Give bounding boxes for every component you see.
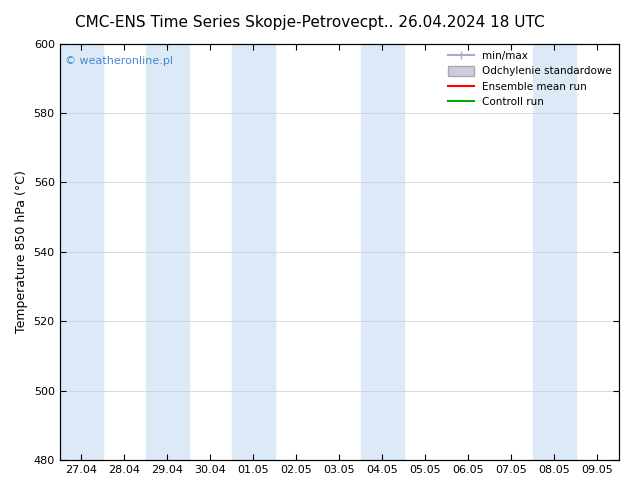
Text: pt.. 26.04.2024 18 UTC: pt.. 26.04.2024 18 UTC: [368, 15, 545, 30]
Bar: [146, 44, 189, 460]
Bar: [533, 44, 576, 460]
Legend: min/max, Odchylenie standardowe, Ensemble mean run, Controll run: min/max, Odchylenie standardowe, Ensembl…: [443, 47, 616, 112]
Bar: [361, 44, 404, 460]
Text: © weatheronline.pl: © weatheronline.pl: [65, 56, 173, 66]
Y-axis label: Temperature 850 hPa (°C): Temperature 850 hPa (°C): [15, 171, 28, 333]
Bar: [60, 44, 103, 460]
Bar: [232, 44, 275, 460]
Text: CMC-ENS Time Series Skopje-Petrovec: CMC-ENS Time Series Skopje-Petrovec: [75, 15, 368, 30]
